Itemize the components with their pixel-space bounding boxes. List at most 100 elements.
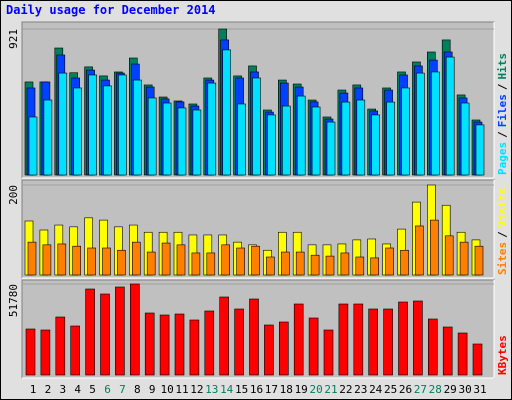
- bar: [266, 256, 275, 276]
- legend: KBytes: [496, 335, 509, 375]
- bar: [295, 251, 305, 276]
- bar: [398, 301, 408, 376]
- x-tick-label: 1: [30, 383, 37, 396]
- bar: [308, 317, 319, 376]
- legend-separator: /: [496, 131, 509, 138]
- bar: [325, 255, 335, 276]
- bar: [400, 249, 409, 276]
- bar: [278, 321, 289, 376]
- bar: [85, 288, 95, 376]
- bar: [144, 312, 155, 376]
- legend-entry: KBytes: [496, 335, 509, 375]
- x-tick-label: 14: [220, 383, 234, 396]
- x-tick-label: 3: [59, 383, 66, 396]
- bar: [353, 303, 364, 376]
- legend: Sites / Visits: [496, 188, 509, 276]
- y-tick-label: 200: [7, 185, 20, 205]
- legend-entry: Hits: [496, 53, 509, 80]
- x-tick-label: 21: [324, 383, 337, 396]
- bar: [115, 286, 125, 376]
- bar: [249, 298, 259, 376]
- legend-entry: Sites: [496, 242, 509, 275]
- x-tick-label: 13: [205, 383, 218, 396]
- bar: [206, 252, 216, 276]
- bar: [355, 256, 365, 276]
- bar: [55, 316, 66, 376]
- bar: [415, 225, 424, 276]
- x-tick-label: 19: [295, 383, 308, 396]
- bar: [221, 244, 230, 276]
- bar: [460, 102, 470, 176]
- bar: [311, 106, 321, 176]
- x-tick-label: 8: [134, 383, 141, 396]
- bar: [474, 245, 484, 276]
- bar: [189, 319, 200, 376]
- bar: [429, 219, 439, 276]
- bar: [102, 247, 111, 276]
- bar: [192, 109, 202, 176]
- x-tick-label: 18: [280, 383, 293, 396]
- legend: Pages / Files / Hits: [496, 53, 509, 175]
- bar: [28, 116, 38, 176]
- bar: [72, 245, 81, 276]
- bar: [100, 293, 110, 376]
- bar: [162, 102, 172, 176]
- x-tick-label: 23: [354, 383, 367, 396]
- x-tick-label: 10: [160, 383, 173, 396]
- bar: [219, 296, 229, 376]
- x-tick-label: 24: [369, 383, 383, 396]
- bar: [338, 303, 349, 376]
- bar: [267, 114, 276, 176]
- bar: [252, 77, 261, 176]
- bar: [310, 254, 320, 276]
- x-tick-label: 5: [89, 383, 96, 396]
- bar: [191, 252, 201, 276]
- bar: [176, 244, 186, 276]
- bar: [87, 247, 96, 276]
- bar: [383, 308, 393, 376]
- bar: [118, 74, 127, 176]
- bar: [207, 82, 217, 176]
- bar: [475, 124, 485, 176]
- bar: [147, 97, 157, 176]
- bar: [42, 244, 52, 276]
- bar: [445, 56, 455, 176]
- bar: [103, 85, 112, 176]
- legend-entry: Visits: [496, 188, 509, 228]
- bar: [368, 308, 379, 376]
- bar: [237, 103, 246, 176]
- bar: [43, 99, 53, 176]
- x-tick-label: 27: [414, 383, 427, 396]
- bar: [293, 303, 304, 376]
- x-tick-label: 11: [175, 383, 188, 396]
- bar: [385, 247, 394, 276]
- x-tick-label: 9: [149, 383, 156, 396]
- bar: [177, 107, 187, 176]
- x-tick-label: 30: [458, 383, 471, 396]
- bar: [264, 324, 274, 376]
- bar: [73, 87, 82, 176]
- bar: [442, 326, 453, 376]
- bar: [341, 101, 351, 176]
- bar: [234, 308, 244, 376]
- y-tick-label: 51780: [7, 284, 20, 317]
- bar: [133, 79, 142, 176]
- x-tick-label: 29: [444, 383, 457, 396]
- x-tick-label: 20: [309, 383, 322, 396]
- bar: [27, 241, 37, 276]
- bar: [132, 241, 141, 276]
- bar: [457, 332, 468, 376]
- bar: [296, 95, 306, 176]
- bar: [340, 252, 350, 276]
- chart-title: Daily usage for December 2014: [6, 3, 216, 17]
- bar: [159, 314, 170, 376]
- x-tick-label: 4: [74, 383, 81, 396]
- legend-entry: Files: [496, 94, 509, 127]
- bar: [236, 247, 245, 276]
- bar: [146, 251, 156, 276]
- bar: [323, 329, 334, 376]
- bar: [444, 235, 454, 276]
- bar: [174, 313, 185, 376]
- bar: [204, 310, 215, 376]
- bar: [161, 242, 171, 276]
